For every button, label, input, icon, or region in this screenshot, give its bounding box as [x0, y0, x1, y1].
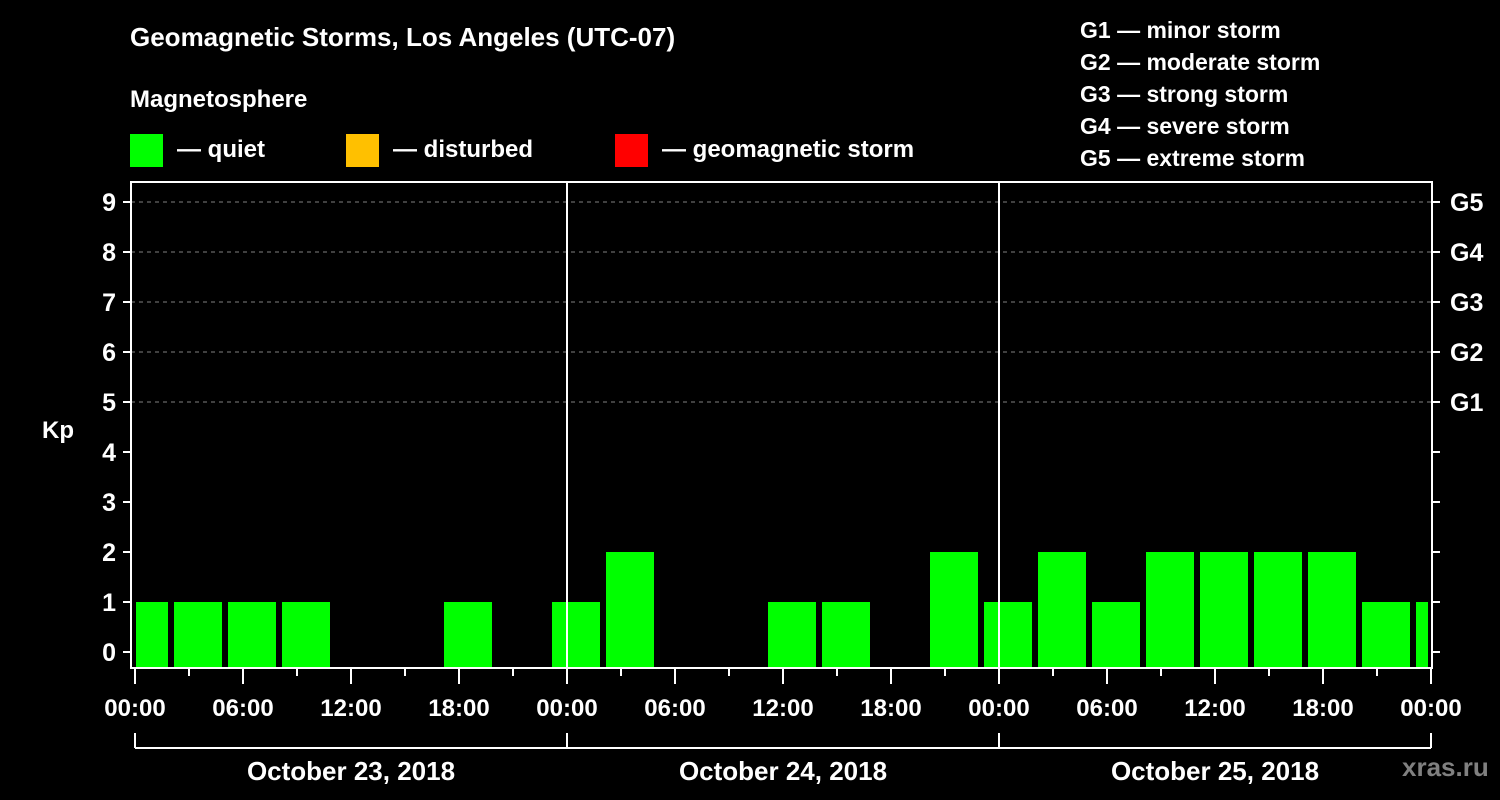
- storm-scale-g2: G2 — moderate storm: [1080, 49, 1321, 75]
- legend-item-storm: — geomagnetic storm: [615, 133, 914, 167]
- storm-scale-g3: G3 — strong storm: [1080, 81, 1289, 107]
- x-tick-label: 12:00: [752, 695, 813, 722]
- kp-bar: [552, 602, 600, 667]
- kp-bar: [228, 602, 276, 667]
- legend-swatch-quiet: [130, 133, 163, 167]
- kp-bar: [768, 602, 816, 667]
- g-level-label: G4: [1450, 239, 1483, 267]
- y-tick-label: 4: [102, 439, 116, 467]
- x-tick-label: 12:00: [1184, 695, 1245, 722]
- y-tick-label: 1: [102, 589, 116, 617]
- kp-bar: [1146, 552, 1194, 667]
- plot-frame: [130, 181, 1433, 669]
- kp-bar: [1362, 602, 1410, 667]
- kp-bar: [606, 552, 654, 667]
- g-level-label: G5: [1450, 189, 1483, 217]
- legend-item-disturbed: — disturbed: [346, 133, 533, 167]
- x-tick-label: 00:00: [104, 695, 165, 722]
- storm-scale-g4: G4 — severe storm: [1080, 113, 1290, 139]
- x-tick-label: 18:00: [1292, 695, 1353, 722]
- day-labels: October 23, 2018 October 24, 2018 October …: [247, 756, 1319, 786]
- chart-title: Geomagnetic Storms, Los Angeles (UTC-07): [130, 22, 676, 52]
- kp-bar: [930, 552, 978, 667]
- x-tick-label: 06:00: [212, 695, 273, 722]
- legend-swatch-storm: [615, 133, 648, 167]
- kp-bar: [822, 602, 870, 667]
- watermark: xras.ru: [1402, 752, 1489, 782]
- kp-bar: [444, 602, 492, 667]
- storm-scale-legend: G1 — minor storm G2 — moderate storm G3 …: [1080, 14, 1320, 174]
- legend-swatch-disturbed: [346, 133, 379, 167]
- kp-bar: [1092, 602, 1140, 667]
- y-tick-label: 9: [102, 189, 116, 217]
- chart-axes: [123, 181, 1440, 749]
- y-axis-label: Kp: [42, 417, 74, 444]
- kp-bar: [1416, 602, 1428, 667]
- kp-bar: [1200, 552, 1248, 667]
- kp-bars: [136, 552, 1428, 667]
- kp-bar: [282, 602, 330, 667]
- x-tick-label: 18:00: [860, 695, 921, 722]
- kp-bar: [1254, 552, 1302, 667]
- y-tick-label: 2: [102, 539, 116, 567]
- right-axis-g-labels: G1 G2 G3 G4 G5: [1450, 189, 1483, 417]
- chart-subtitle: Magnetosphere: [130, 86, 308, 113]
- x-tick-label: 06:00: [1076, 695, 1137, 722]
- legend-label-disturbed: — disturbed: [393, 136, 534, 163]
- kp-bar: [1308, 552, 1356, 667]
- x-tick-label: 06:00: [644, 695, 705, 722]
- legend-label-storm: — geomagnetic storm: [662, 136, 915, 163]
- y-tick-label: 6: [102, 339, 116, 367]
- y-tick-label: 8: [102, 239, 116, 267]
- g-level-label: G3: [1450, 289, 1483, 317]
- x-tick-label: 00:00: [536, 695, 597, 722]
- y-tick-label: 5: [102, 389, 116, 417]
- x-axis-time-labels: 00:00 06:00 12:00 18:00 00:00 06:00 12:00 18:00…: [104, 695, 1461, 722]
- y-axis-labels: 0 1 2 3 4 5 6 7 8 9: [102, 189, 116, 667]
- storm-scale-g1: G1 — minor storm: [1080, 17, 1281, 43]
- storm-scale-g5: G5 — extreme storm: [1080, 145, 1305, 171]
- kp-bar: [174, 602, 222, 667]
- day-label: October 24, 2018: [679, 756, 887, 786]
- y-tick-label: 0: [102, 639, 116, 667]
- day-label: October 25, 2018: [1111, 756, 1319, 786]
- kp-bar: [984, 602, 1032, 667]
- grid-lines: [131, 201, 1432, 403]
- legend-label-quiet: — quiet: [177, 136, 265, 163]
- x-tick-label: 18:00: [428, 695, 489, 722]
- legend-item-quiet: — quiet: [130, 133, 265, 167]
- y-tick-label: 7: [102, 289, 116, 317]
- x-tick-label: 00:00: [968, 695, 1029, 722]
- day-label: October 23, 2018: [247, 756, 455, 786]
- y-tick-label: 3: [102, 489, 116, 517]
- kp-bar: [136, 602, 168, 667]
- kp-bar: [1038, 552, 1086, 667]
- g-level-label: G2: [1450, 339, 1483, 367]
- x-tick-label: 12:00: [320, 695, 381, 722]
- x-tick-label: 00:00: [1400, 695, 1461, 722]
- g-level-label: G1: [1450, 389, 1483, 417]
